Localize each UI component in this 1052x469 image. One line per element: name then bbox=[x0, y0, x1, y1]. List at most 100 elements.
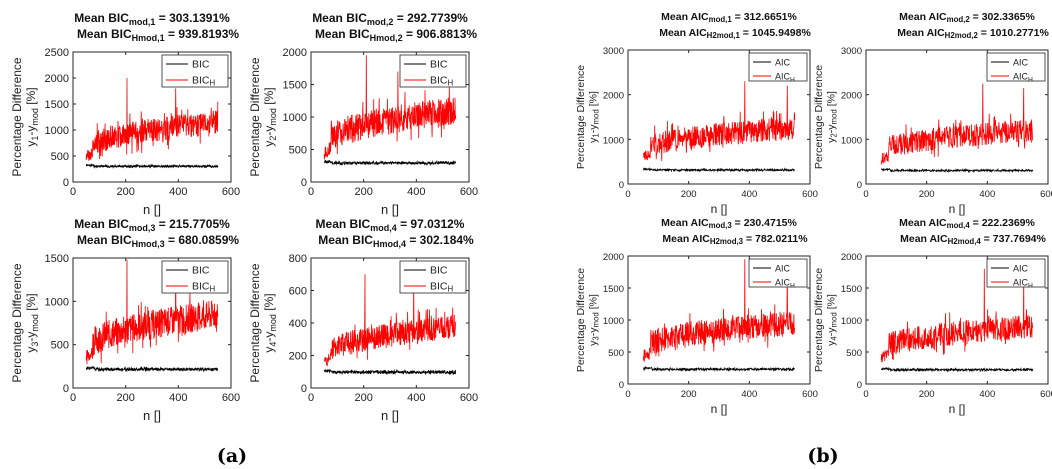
series-line-bic bbox=[323, 368, 457, 376]
x-tick-label: 600 bbox=[222, 392, 240, 404]
series-layer bbox=[880, 83, 1034, 174]
chart-title-line1: Mean BICmod,1 = 303.1391% bbox=[74, 11, 230, 27]
y-axis-label-line2: y1-ymod [%] bbox=[588, 91, 601, 143]
chart-title-line2: Mean BICHmod,3 = 680.0859% bbox=[77, 233, 239, 249]
legend-label: AIC bbox=[775, 58, 791, 68]
y-tick-label: 2000 bbox=[603, 91, 624, 102]
x-tick-label: 200 bbox=[116, 186, 134, 198]
y-tick-label: 0 bbox=[63, 383, 69, 395]
y-axis-label-line1: Percentage Difference bbox=[248, 263, 262, 383]
y-tick-label: 3000 bbox=[841, 46, 862, 57]
legend-label: BIC bbox=[430, 59, 448, 71]
chart-title-line1: Mean AICmod,1 = 312.6651% bbox=[661, 11, 797, 24]
y-tick-label: 200 bbox=[289, 351, 307, 363]
legend-label: AIC bbox=[1013, 264, 1029, 274]
y-tick-label: 1000 bbox=[603, 135, 624, 146]
series-layer bbox=[85, 77, 219, 169]
series-layer bbox=[323, 55, 457, 166]
legend-label: AICH bbox=[1013, 278, 1033, 290]
chart-title-line2: Mean AICH2mod,3 = 782.0211% bbox=[662, 233, 808, 246]
x-tick-label: 400 bbox=[169, 186, 187, 198]
x-tick-label: 0 bbox=[625, 189, 630, 200]
x-tick-label: 0 bbox=[70, 392, 76, 404]
series-layer bbox=[880, 268, 1034, 373]
chart-panel: 0 1000 2000 3000 0 200 400 600 Mean AICmod,1 = 3… bbox=[575, 11, 818, 216]
y-tick-label: 0 bbox=[857, 180, 862, 191]
y-tick-label: 1000 bbox=[283, 112, 307, 124]
series-line-aic-h bbox=[642, 81, 796, 162]
chart-title-line2: Mean AICH2mod,1 = 1045.9498% bbox=[659, 27, 811, 40]
series-line-aic bbox=[880, 366, 1034, 373]
chart-panel: 0 500 1000 1500 0 200 400 600 Mean BICmod,3 = 21… bbox=[10, 217, 240, 423]
y-tick-label: 600 bbox=[289, 286, 307, 298]
series-line-aic-h bbox=[880, 268, 1034, 363]
y-axis-label-line2: y2-ymod [%] bbox=[826, 91, 839, 143]
legend-box bbox=[399, 54, 467, 88]
x-axis-label: n [] bbox=[381, 202, 399, 217]
y-tick-label: 1000 bbox=[841, 135, 862, 146]
x-tick-label: 600 bbox=[802, 389, 818, 400]
y-tick-label: 400 bbox=[289, 318, 307, 330]
x-tick-label: 200 bbox=[681, 189, 697, 200]
x-tick-label: 200 bbox=[919, 389, 935, 400]
x-axis-label: n [] bbox=[711, 202, 728, 216]
x-tick-label: 600 bbox=[460, 186, 478, 198]
chart-panel: 0 200 400 600 800 0 200 400 600 Mean BICmod,4 = 9… bbox=[248, 217, 478, 423]
series-layer bbox=[323, 274, 457, 376]
x-tick-label: 0 bbox=[863, 389, 868, 400]
x-axis-label: n [] bbox=[711, 402, 728, 416]
legend-label: AICH bbox=[775, 278, 795, 290]
y-tick-label: 2000 bbox=[841, 252, 862, 263]
y-axis-label-line1: Percentage Difference bbox=[813, 268, 825, 372]
y-tick-label: 3000 bbox=[603, 46, 624, 57]
x-tick-label: 400 bbox=[979, 389, 995, 400]
legend-label: BIC bbox=[192, 265, 210, 277]
legend-label: AIC bbox=[1013, 58, 1029, 68]
x-tick-label: 600 bbox=[1040, 389, 1052, 400]
y-tick-label: 500 bbox=[51, 151, 69, 163]
x-tick-label: 200 bbox=[919, 189, 935, 200]
y-axis-label-line2: y3-ymod [%] bbox=[588, 294, 601, 346]
y-axis-label-line1: Percentage Difference bbox=[10, 263, 24, 383]
y-axis-label-line1: Percentage Difference bbox=[248, 57, 262, 177]
x-tick-label: 0 bbox=[70, 186, 76, 198]
x-tick-label: 400 bbox=[407, 392, 425, 404]
y-tick-label: 1000 bbox=[45, 125, 69, 137]
x-tick-label: 400 bbox=[741, 389, 757, 400]
chart-title-line2: Mean BICHmod,1 = 939.8193% bbox=[77, 27, 239, 43]
series-layer bbox=[642, 81, 796, 173]
x-tick-label: 0 bbox=[308, 392, 314, 404]
chart-title-line1: Mean BICmod,3 = 215.7705% bbox=[74, 217, 230, 233]
x-tick-label: 200 bbox=[681, 389, 697, 400]
chart-title-line2: Mean AICH2mod,2 = 1010.2771% bbox=[897, 27, 1049, 40]
y-axis-label-line1: Percentage Difference bbox=[575, 268, 587, 372]
y-tick-label: 2000 bbox=[45, 73, 69, 85]
chart-title-line2: Mean BICHmod,4 = 302.184% bbox=[318, 233, 474, 249]
y-axis-label-line2: y4-ymod [%] bbox=[826, 294, 839, 346]
legend: AIC AICH bbox=[986, 258, 1046, 290]
y-tick-label: 2000 bbox=[283, 47, 307, 59]
series-line-aic bbox=[643, 365, 796, 373]
y-tick-label: 0 bbox=[619, 180, 624, 191]
x-axis-label: n [] bbox=[949, 402, 966, 416]
legend-label: BICH bbox=[430, 75, 454, 88]
series-line-aic bbox=[642, 166, 796, 173]
x-tick-label: 0 bbox=[625, 389, 630, 400]
legend-label: BICH bbox=[192, 281, 216, 294]
legend: BIC BICH bbox=[399, 260, 467, 294]
series-line-bic-h bbox=[323, 55, 457, 160]
series-line-bic-h bbox=[85, 77, 219, 161]
y-tick-label: 2500 bbox=[45, 47, 69, 59]
x-axis-label: n [] bbox=[143, 202, 161, 217]
legend-label: AICH bbox=[1013, 72, 1033, 84]
x-tick-label: 0 bbox=[863, 189, 868, 200]
series-line-bic bbox=[85, 365, 218, 373]
legend-box bbox=[161, 260, 229, 294]
series-line-bic-h bbox=[323, 274, 457, 367]
y-tick-label: 1500 bbox=[45, 253, 69, 265]
y-axis-label-line2: y2-ymod [%] bbox=[262, 87, 278, 146]
y-tick-label: 0 bbox=[619, 380, 624, 391]
chart-title-line1: Mean AICmod,3 = 230.4715% bbox=[661, 217, 797, 230]
legend-box bbox=[399, 260, 467, 294]
